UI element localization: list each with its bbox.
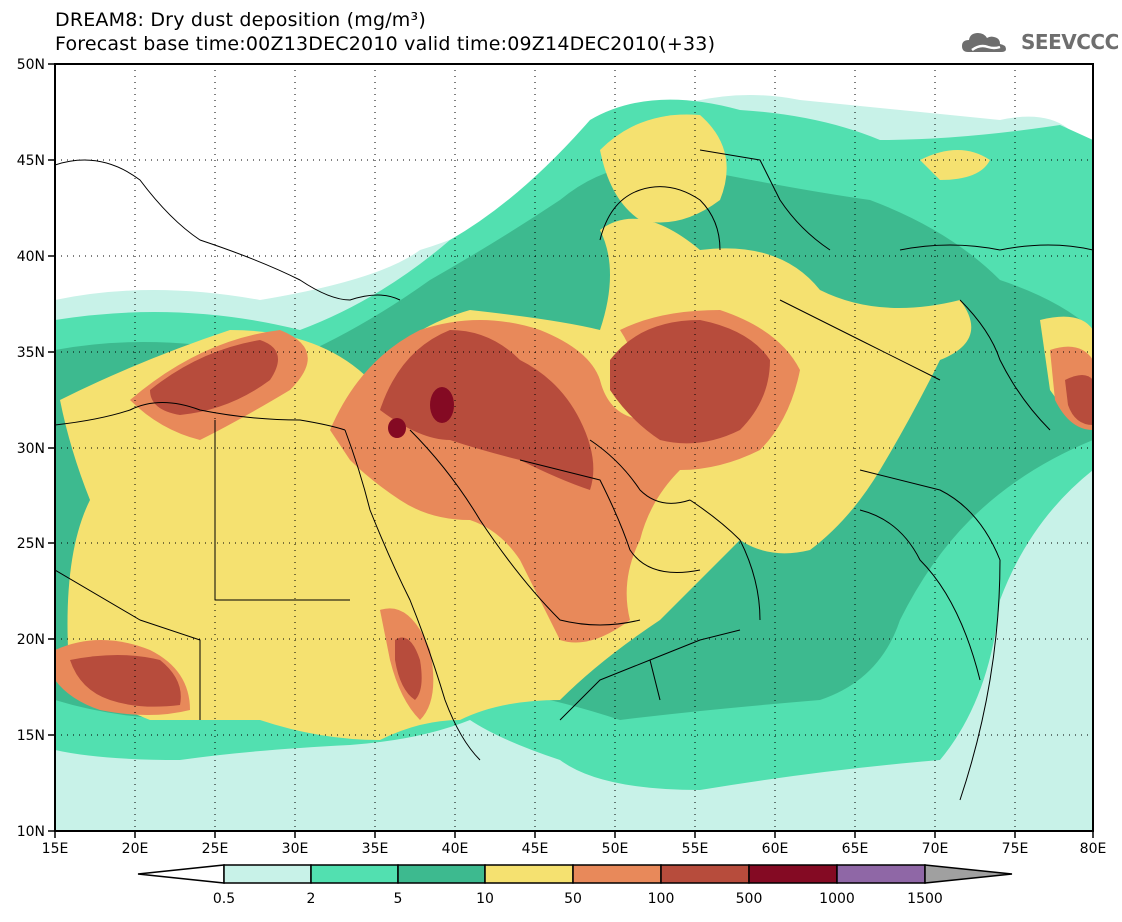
lat-label-50n: 50N <box>17 57 45 73</box>
colorbar-segment-8 <box>836 864 926 884</box>
boundaries <box>55 149 1093 801</box>
colorbar-segment-below <box>137 864 225 884</box>
logo-text: SEEVCCC <box>1021 30 1119 54</box>
lon-label-50e: 50E <box>602 841 629 857</box>
lon-label-30e: 30E <box>282 841 309 857</box>
map-subtitle: Forecast base time:00Z13DEC2010 valid ti… <box>55 33 716 55</box>
lat-label-30n: 30N <box>17 441 45 457</box>
colorbar-label: 0.5 <box>213 891 235 907</box>
gridlines <box>55 64 1093 831</box>
lat-labels: 50N 45N 40N 35N 30N 25N 20N 15N 10N <box>17 57 45 840</box>
lat-label-15n: 15N <box>17 728 45 744</box>
map-title: DREAM8: Dry dust deposition (mg/m³) <box>55 9 426 31</box>
lat-label-40n: 40N <box>17 249 45 265</box>
field-very-high <box>388 387 454 438</box>
colorbar-label: 50 <box>564 891 582 907</box>
colorbar-labels: 0.5 2 5 10 50 100 500 1000 1500 <box>213 891 943 907</box>
colorbar-segment-3 <box>397 864 486 884</box>
colorbar-label: 2 <box>307 891 316 907</box>
colorbar-label: 100 <box>648 891 675 907</box>
colorbar-segment-1 <box>223 864 312 884</box>
lat-label-45n: 45N <box>17 153 45 169</box>
cloud-icon <box>962 33 1006 52</box>
colorbar-label: 500 <box>736 891 763 907</box>
colorbar-segment-6 <box>660 864 750 884</box>
colorbar-segment-4 <box>484 864 574 884</box>
lat-label-20n: 20N <box>17 632 45 648</box>
lon-label-40e: 40E <box>442 841 469 857</box>
lat-label-35n: 35N <box>17 345 45 361</box>
lon-label-20e: 20E <box>122 841 149 857</box>
lon-label-75e: 75E <box>1002 841 1029 857</box>
colorbar-segment-5 <box>572 864 662 884</box>
colorbar-label: 5 <box>394 891 403 907</box>
colorbar-segment-2 <box>310 864 399 884</box>
colorbar-segment-above <box>924 864 1013 884</box>
lon-label-45e: 45E <box>522 841 549 857</box>
colorbar-label: 1000 <box>819 891 855 907</box>
lon-label-35e: 35E <box>362 841 389 857</box>
field-high <box>70 320 1093 707</box>
lon-label-70e: 70E <box>922 841 949 857</box>
lon-label-15e: 15E <box>42 841 69 857</box>
lat-label-10n: 10N <box>17 824 45 840</box>
lon-label-60e: 60E <box>762 841 789 857</box>
tick-marks <box>48 63 1094 838</box>
lon-label-25e: 25E <box>202 841 229 857</box>
lon-labels: 15E 20E 25E 30E 35E 40E 45E 50E 55E 60E … <box>42 841 1107 857</box>
lon-label-80e: 80E <box>1080 841 1107 857</box>
lon-label-65e: 65E <box>842 841 869 857</box>
colorbar <box>137 864 1013 884</box>
colorbar-label: 10 <box>476 891 494 907</box>
lat-label-25n: 25N <box>17 536 45 552</box>
lon-label-55e: 55E <box>682 841 709 857</box>
colorbar-label: 1500 <box>907 891 943 907</box>
colorbar-segment-7 <box>748 864 838 884</box>
